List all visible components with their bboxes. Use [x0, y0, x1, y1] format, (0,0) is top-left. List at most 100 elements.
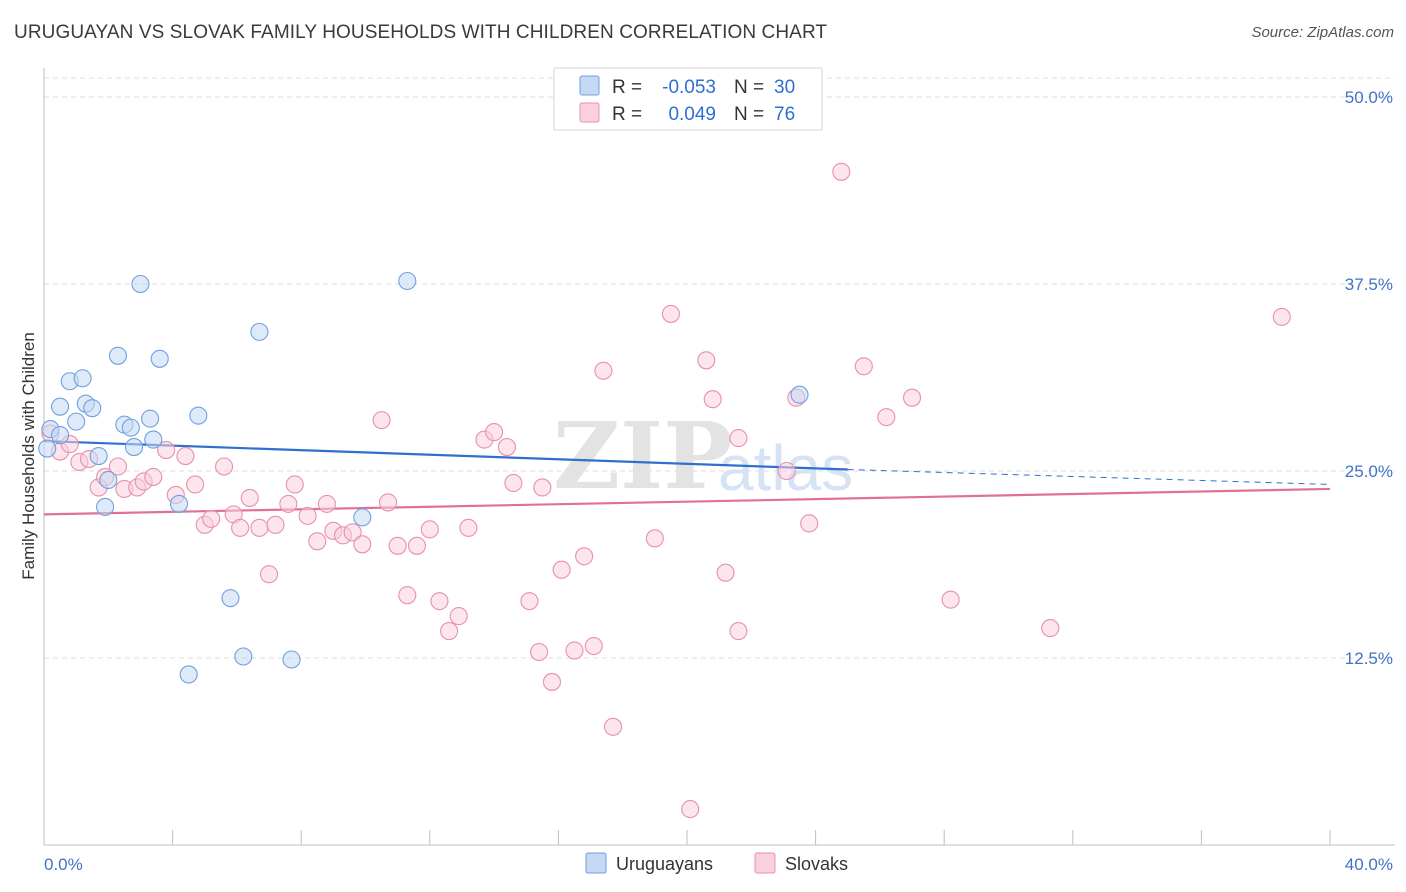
y-tick-label-2: 37.5% — [1345, 275, 1393, 294]
y-tick-label-0: 12.5% — [1345, 649, 1393, 668]
point-slovaks-24 — [266, 515, 285, 534]
point-uruguayans-17 — [141, 409, 160, 428]
trend-lines — [43, 439, 1331, 516]
point-uruguayans-24 — [234, 647, 253, 666]
source-credit: Source: ZipAtlas.com — [1251, 24, 1394, 41]
point-uruguayans-16 — [131, 274, 150, 294]
point-slovaks-38 — [407, 536, 426, 555]
point-slovaks-68 — [800, 514, 819, 533]
point-uruguayans-26 — [282, 650, 301, 669]
point-slovaks-34 — [372, 411, 391, 430]
bottom-legend-label-slovaks: Slovaks — [785, 854, 848, 874]
point-slovaks-14 — [176, 446, 195, 466]
point-slovaks-60 — [681, 800, 700, 819]
point-slovaks-73 — [941, 590, 960, 609]
point-slovaks-21 — [240, 488, 259, 507]
legend-n-label-uruguayans: N = — [734, 77, 764, 98]
point-slovaks-20 — [231, 518, 250, 537]
legend-box: R = -0.053 N = 30 R = 0.049 N = 76 — [553, 67, 823, 131]
legend-n-value-uruguayans: 30 — [774, 77, 795, 98]
y-axis-title: Family Households with Children — [19, 332, 38, 580]
point-slovaks-43 — [459, 518, 478, 537]
legend-swatch-slovaks — [579, 102, 600, 123]
point-slovaks-51 — [542, 672, 562, 691]
point-uruguayans-29 — [790, 385, 809, 404]
point-slovaks-71 — [877, 408, 896, 427]
point-slovaks-49 — [530, 642, 549, 662]
point-slovaks-54 — [575, 547, 594, 566]
point-slovaks-35 — [378, 493, 398, 512]
point-slovaks-32 — [343, 523, 362, 542]
y-tick-labels: 12.5% 25.0% 37.5% 50.0% — [1345, 88, 1393, 668]
x-tick-label-0: 0.0% — [44, 855, 83, 874]
point-uruguayans-23 — [221, 589, 240, 608]
point-slovaks-48 — [520, 592, 539, 611]
point-slovaks-15 — [186, 475, 205, 494]
point-slovaks-53 — [565, 641, 584, 660]
legend-r-value-slovaks: 0.049 — [668, 104, 716, 125]
point-uruguayans-25 — [250, 322, 269, 341]
point-uruguayans-6 — [73, 369, 92, 388]
point-slovaks-45 — [485, 423, 504, 442]
point-slovaks-56 — [594, 361, 613, 380]
point-uruguayans-10 — [96, 497, 115, 516]
point-slovaks-72 — [902, 388, 922, 407]
legend-swatch-uruguayans — [579, 75, 600, 96]
point-uruguayans-0 — [38, 439, 57, 458]
point-slovaks-61 — [697, 351, 716, 370]
point-slovaks-66 — [777, 461, 796, 481]
bottom-legend-swatch-slovaks — [754, 852, 776, 874]
point-slovaks-41 — [440, 622, 459, 641]
point-slovaks-25 — [279, 494, 298, 513]
point-uruguayans-19 — [150, 349, 169, 368]
point-uruguayans-5 — [67, 412, 86, 431]
x-tick-labels: 0.0% 40.0% — [44, 855, 1393, 874]
trend-line-extension-uruguayans — [847, 469, 1331, 485]
x-tick-label-1: 40.0% — [1345, 855, 1393, 874]
bottom-legend: Uruguayans Slovaks — [585, 852, 848, 874]
point-slovaks-39 — [420, 520, 439, 539]
data-points — [38, 162, 1291, 819]
point-slovaks-62 — [703, 390, 722, 409]
bottom-legend-swatch-uruguayans — [585, 852, 607, 874]
point-slovaks-18 — [214, 457, 234, 476]
y-tick-label-1: 25.0% — [1345, 462, 1393, 481]
point-uruguayans-28 — [398, 271, 417, 291]
legend-n-label-slovaks: N = — [734, 104, 764, 125]
point-slovaks-17 — [202, 509, 221, 528]
point-slovaks-59 — [661, 304, 680, 323]
point-slovaks-58 — [645, 529, 664, 548]
point-slovaks-27 — [298, 506, 317, 525]
point-uruguayans-18 — [144, 430, 163, 449]
point-uruguayans-9 — [89, 446, 108, 466]
point-slovaks-65 — [729, 622, 748, 641]
legend-r-value-uruguayans: -0.053 — [662, 77, 716, 98]
point-uruguayans-15 — [124, 438, 144, 457]
point-uruguayans-2 — [51, 426, 70, 445]
y-tick-label-3: 50.0% — [1345, 88, 1393, 107]
point-slovaks-57 — [604, 717, 623, 736]
chart-title: URUGUAYAN VS SLOVAK FAMILY HOUSEHOLDS WI… — [14, 22, 828, 43]
point-slovaks-47 — [504, 473, 523, 493]
point-slovaks-63 — [716, 563, 735, 582]
legend-n-value-slovaks: 76 — [774, 104, 795, 125]
point-uruguayans-8 — [83, 399, 102, 418]
point-slovaks-29 — [317, 494, 336, 513]
point-uruguayans-12 — [108, 346, 127, 365]
point-slovaks-36 — [388, 536, 407, 555]
point-slovaks-75 — [1272, 307, 1291, 326]
point-slovaks-11 — [144, 467, 163, 487]
point-slovaks-50 — [533, 478, 552, 497]
point-uruguayans-3 — [51, 397, 70, 416]
point-uruguayans-27 — [353, 508, 372, 527]
trend-line-slovaks — [43, 487, 1331, 516]
point-slovaks-28 — [308, 532, 327, 551]
point-slovaks-37 — [398, 586, 417, 605]
point-uruguayans-22 — [189, 406, 208, 425]
point-slovaks-23 — [259, 565, 279, 584]
point-slovaks-7 — [108, 457, 127, 476]
watermark: ZIP atlas — [553, 402, 853, 510]
legend-r-label-slovaks: R = — [612, 104, 642, 125]
point-slovaks-64 — [729, 429, 748, 448]
